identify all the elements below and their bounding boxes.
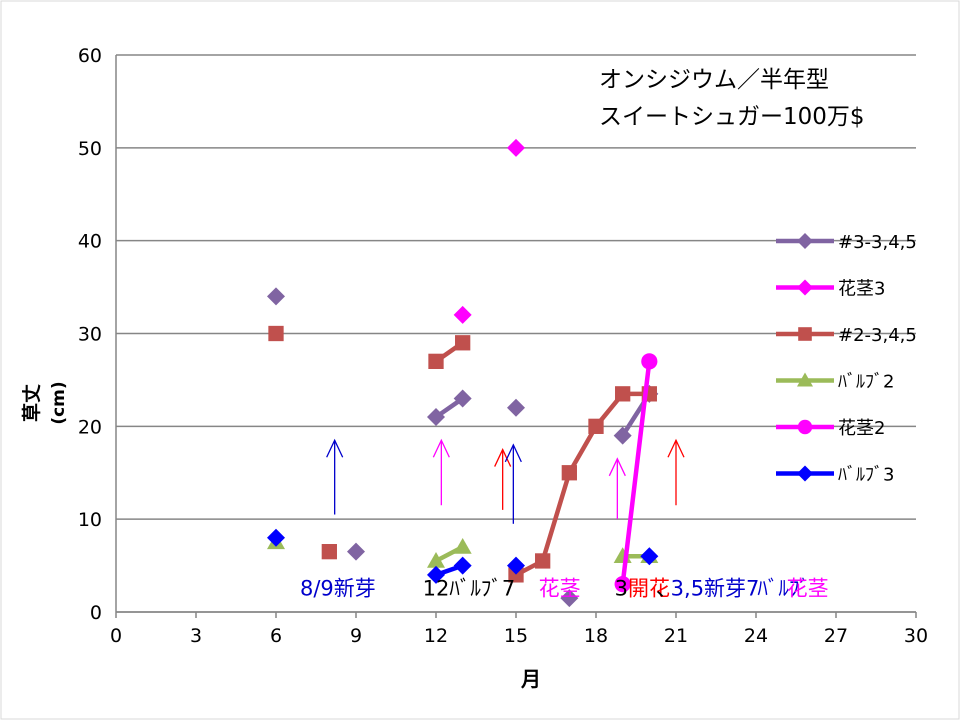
tick-layer: 0 10 20 30 40 50 60 0 3 6 9 12 15 18 21 24 27 30 xyxy=(78,45,928,647)
data-point xyxy=(640,547,659,566)
y-tick-label: 20 xyxy=(78,416,102,438)
annotation-text: 花茎 xyxy=(539,576,581,600)
data-point xyxy=(455,335,471,351)
data-point xyxy=(797,419,813,435)
arrow-layer xyxy=(326,438,685,524)
data-point xyxy=(797,465,813,482)
x-tick-label: 30 xyxy=(904,625,928,647)
data-point xyxy=(535,553,551,569)
legend-item: ﾊﾞﾙﾌﾞ3 xyxy=(776,465,894,486)
data-point xyxy=(268,325,284,342)
annotation-arrow-head xyxy=(494,448,512,467)
legend-label: #2-3,4,5 xyxy=(838,325,917,346)
x-tick-label: 18 xyxy=(584,625,608,647)
annotation-text: 開花 xyxy=(628,576,670,600)
series xyxy=(614,353,658,593)
annotation-arrow-head xyxy=(667,438,685,458)
annotation-text: 8/9新芽 xyxy=(300,576,376,600)
annotation-arrow-head xyxy=(608,457,626,477)
data-point xyxy=(428,353,444,369)
x-tick-label: 12 xyxy=(424,625,448,647)
data-point xyxy=(507,556,525,575)
data-point xyxy=(508,567,524,583)
data-point xyxy=(561,465,577,481)
data-point xyxy=(507,138,525,157)
data-point xyxy=(267,287,285,306)
annotation-text: 、 xyxy=(656,576,677,600)
x-tick-label: 6 xyxy=(270,625,282,647)
data-point xyxy=(453,389,472,408)
legend-label: 花茎2 xyxy=(838,418,885,439)
annotation-text: 3 xyxy=(615,576,628,600)
x-tick-label: 21 xyxy=(664,625,688,647)
data-point xyxy=(453,538,472,554)
annotation-text: 花茎 xyxy=(787,576,829,600)
data-point xyxy=(560,589,579,608)
legend-label: 花茎3 xyxy=(838,279,885,300)
legend-item: #3-3,4,5 xyxy=(776,232,917,253)
annotation-text: ﾊﾞﾙﾌﾞ xyxy=(757,576,810,600)
y-tick-label: 30 xyxy=(78,324,102,346)
data-point xyxy=(797,233,813,249)
y-tick-label: 0 xyxy=(90,602,102,624)
legend-label: #3-3,4,5 xyxy=(838,232,917,253)
y-tick-label: 40 xyxy=(78,231,102,253)
x-tick-label: 0 xyxy=(110,625,122,647)
y-tick-label: 10 xyxy=(78,509,102,531)
series-line xyxy=(620,359,652,587)
data-point xyxy=(798,327,812,341)
legend-item: 花茎3 xyxy=(776,279,885,300)
x-tick-label: 9 xyxy=(350,625,362,647)
chart-title-line: オンシジウム／半年型 xyxy=(599,67,829,93)
legend-item: ﾊﾞﾙﾌﾞ2 xyxy=(776,372,894,393)
series xyxy=(267,528,659,584)
data-point xyxy=(507,398,525,417)
data-point xyxy=(453,305,472,324)
legend-label: ﾊﾞﾙﾌﾞ3 xyxy=(838,465,894,486)
data-point xyxy=(797,279,813,296)
data-point xyxy=(614,576,631,593)
y-axis-unit: (cm) xyxy=(49,381,69,424)
x-tick-label: 3 xyxy=(190,625,202,647)
x-tick-label: 15 xyxy=(504,625,528,647)
data-point xyxy=(321,544,337,560)
y-tick-label: 50 xyxy=(78,138,102,160)
data-point xyxy=(641,353,658,370)
annotation-arrow-head xyxy=(504,443,522,463)
data-point xyxy=(427,408,445,427)
x-tick-label: 24 xyxy=(744,625,768,647)
data-point xyxy=(797,372,813,387)
data-point xyxy=(427,565,445,584)
data-point xyxy=(347,542,365,561)
data-point xyxy=(267,528,285,547)
x-tick-label: 27 xyxy=(824,625,848,647)
annotation-text: 12ﾊﾞﾙﾌﾞ7 xyxy=(423,576,516,600)
legend-item: #2-3,4,5 xyxy=(776,325,917,346)
annotation-arrow-head xyxy=(432,438,450,458)
data-point xyxy=(615,386,631,402)
data-point xyxy=(613,426,632,445)
data-point xyxy=(453,556,472,575)
chart-title-line: スイートシュガー100万$ xyxy=(599,104,865,130)
legend-item: 花茎2 xyxy=(776,418,885,439)
data-point xyxy=(588,418,604,434)
series xyxy=(453,138,525,324)
legend-layer: #3-3,4,5 花茎3 #2-3,4,5 ﾊﾞﾙﾌﾞ2 花茎2 ﾊﾞﾙﾌﾞ3 xyxy=(776,232,917,486)
legend-label: ﾊﾞﾙﾌﾞ2 xyxy=(838,372,894,393)
y-tick-label: 60 xyxy=(78,45,102,67)
x-axis-label: 月 xyxy=(520,667,541,691)
series-layer xyxy=(267,138,659,608)
annotation-text: 3,5新芽7 xyxy=(671,576,760,600)
data-point xyxy=(427,551,445,568)
y-axis-label: 草丈 xyxy=(20,384,43,422)
annotation-arrow-head xyxy=(326,438,344,458)
